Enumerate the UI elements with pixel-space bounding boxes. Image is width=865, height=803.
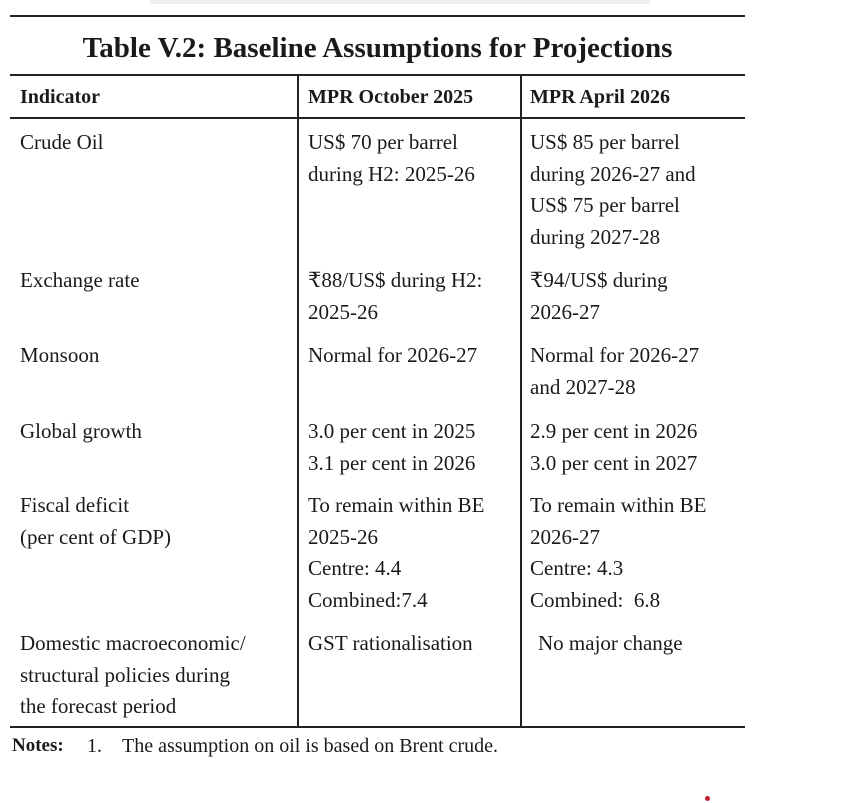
- row-label: Monsoon: [20, 343, 100, 367]
- dot: [705, 796, 710, 801]
- table-cell: Normal for 2026-27: [308, 343, 478, 367]
- table-cell: 2026-27: [530, 299, 600, 324]
- table-cell: Centre: 4.3: [530, 556, 624, 580]
- table-title: Table V.2: Baseline Assumptions for Proj…: [82, 32, 673, 64]
- table-cell: Centre: 4.4: [308, 556, 402, 580]
- column-header: MPR April 2026: [530, 86, 670, 108]
- table-cell: Combined: 6.8: [530, 587, 661, 612]
- table-cell: 2025-26: [308, 299, 378, 324]
- column-divider: [520, 75, 522, 727]
- table-cell: during H2: 2025-26: [308, 161, 475, 186]
- row-label: the forecast period: [20, 694, 177, 718]
- table-cell: 3.1 per cent in 2026: [308, 450, 476, 475]
- row-label: (per cent of GDP): [20, 524, 172, 549]
- table-cell: To remain within BE: [530, 493, 707, 517]
- row-label: Fiscal deficit: [20, 493, 130, 517]
- table-cell: US$ 75 per barrel: [530, 193, 680, 217]
- table-cell: GST rationalisation: [308, 631, 473, 655]
- table-cell: Normal for 2026-27: [530, 343, 700, 367]
- column-header: Indicator: [20, 86, 100, 108]
- table-cell: ₹88/US$ during H2:: [308, 268, 483, 292]
- table-cell: 2025-26: [308, 524, 378, 549]
- table-cell: Combined:7.4: [308, 587, 428, 612]
- table-cell: No major change: [538, 631, 683, 655]
- column-header: MPR October 2025: [308, 86, 474, 108]
- row-label: Crude Oil: [20, 130, 104, 154]
- table-cell: 2026-27: [530, 524, 600, 549]
- table-cell: To remain within BE: [308, 493, 485, 517]
- top-fade: [150, 0, 650, 4]
- row-label: Exchange rate: [20, 268, 140, 292]
- note-text: The assumption on oil is based on Brent …: [122, 735, 499, 757]
- column-divider: [297, 75, 299, 727]
- row-label: structural policies during: [20, 662, 230, 687]
- table-cell: 3.0 per cent in 2027: [530, 450, 698, 475]
- table-cell: during 2026-27 and: [530, 161, 696, 186]
- table-cell: 3.0 per cent in 2025: [308, 419, 476, 443]
- table-cell: ₹94/US$ during: [530, 268, 668, 292]
- table-cell: US$ 70 per barrel: [308, 130, 458, 154]
- row-label: Global growth: [20, 419, 142, 443]
- rule: [10, 117, 745, 119]
- note-number: 1.: [87, 735, 102, 757]
- rule: [10, 726, 745, 728]
- rule: [10, 74, 745, 76]
- notes-label: Notes:: [12, 735, 64, 756]
- table-cell: US$ 85 per barrel: [530, 130, 680, 154]
- table-cell: and 2027-28: [530, 374, 636, 399]
- table-cell: during 2027-28: [530, 224, 661, 249]
- row-label: Domestic macroeconomic/: [20, 631, 246, 655]
- rule: [10, 15, 745, 17]
- table-cell: 2.9 per cent in 2026: [530, 419, 698, 443]
